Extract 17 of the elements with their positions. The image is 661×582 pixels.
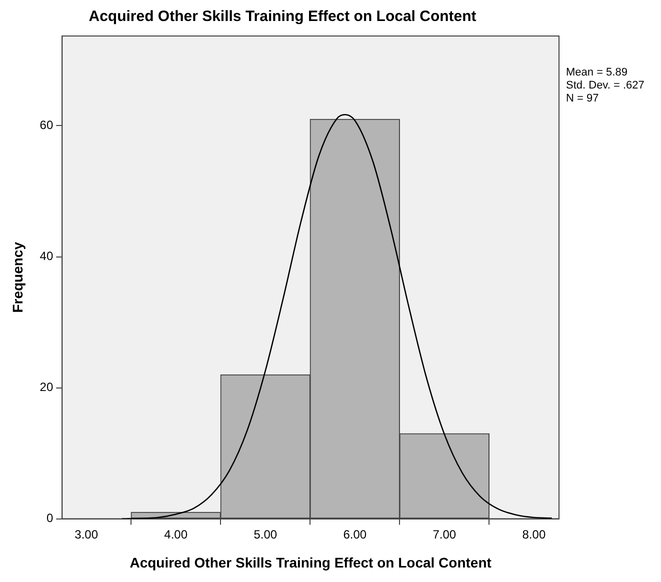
y-tick-label: 40 bbox=[40, 249, 54, 264]
text: Mean = 5.89 bbox=[566, 66, 628, 79]
x-tick-label: 7.00 bbox=[432, 527, 456, 542]
y-axis-title: Frequency bbox=[9, 242, 26, 313]
chart-title: Acquired Other Skills Training Effect on Local Content bbox=[88, 8, 476, 26]
line-series bbox=[121, 114, 552, 519]
x-tick-label: 6.00 bbox=[343, 527, 367, 542]
x-axis-title: Acquired Other Skills Training Effect on Local Content bbox=[130, 554, 492, 570]
text: Std. Dev. = .627 bbox=[566, 80, 644, 92]
x-tick-label: 8.00 bbox=[522, 527, 546, 542]
y-tick-label: 20 bbox=[40, 380, 54, 394]
x-tick-label: 4.00 bbox=[164, 527, 188, 542]
x-tick-label: 3.00 bbox=[74, 527, 98, 542]
y-tick-label: 60 bbox=[40, 118, 54, 132]
text: N = 97 bbox=[566, 92, 599, 105]
x-tick-label: 5.00 bbox=[254, 527, 278, 542]
y-tick-label: 0 bbox=[46, 511, 54, 526]
